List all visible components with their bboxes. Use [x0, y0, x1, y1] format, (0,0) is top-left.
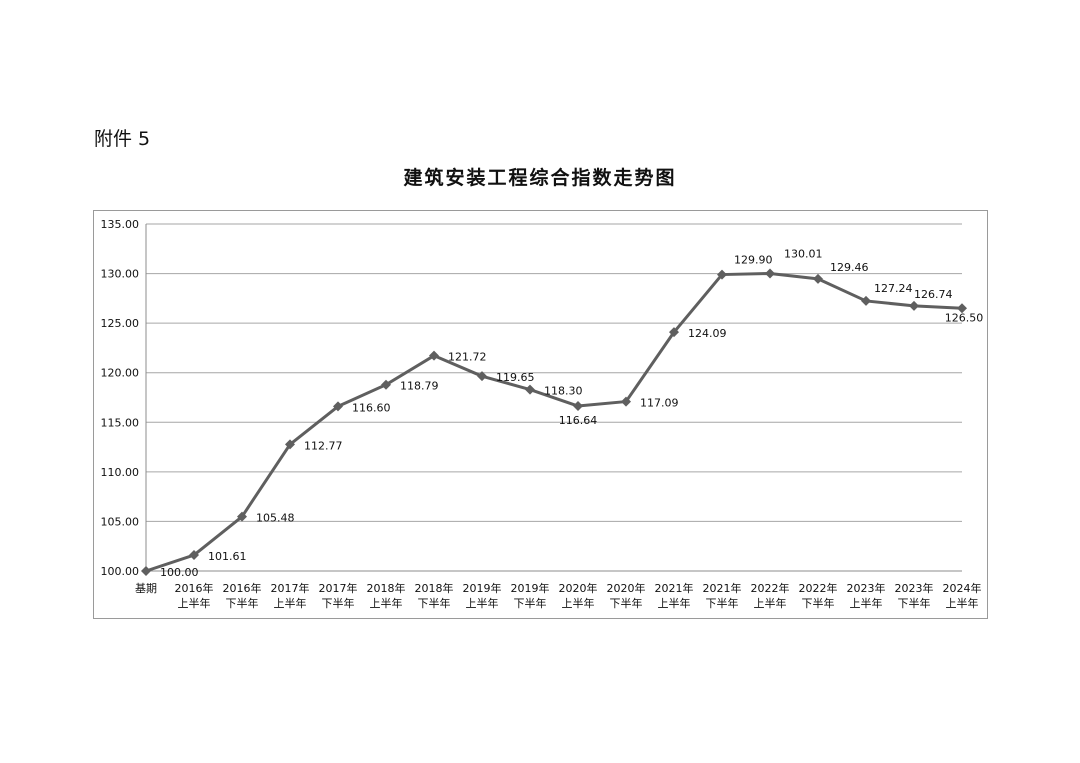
y-tick-label: 115.00 [101, 416, 140, 429]
x-tick-label: 2024年上半年 [943, 581, 982, 610]
data-point [189, 550, 199, 561]
data-point [957, 303, 967, 314]
data-point [141, 566, 151, 576]
x-tick-label: 2019年上半年 [463, 581, 502, 610]
x-tick-label: 2021年上半年 [655, 581, 694, 610]
grid-lines [146, 223, 962, 522]
data-label: 130.01 [784, 247, 823, 260]
y-tick-label: 135.00 [101, 218, 140, 231]
data-point [765, 268, 775, 279]
x-tick-label: 2021年下半年 [703, 581, 742, 610]
x-tick-labels: 基期 2016年上半年 2016年下半年 2017年上半年 2017年下半年 2018年上… [135, 581, 982, 610]
data-point [381, 379, 391, 390]
data-label: 100.00 [160, 566, 199, 579]
data-point [333, 401, 343, 412]
x-tick-label: 2023年下半年 [895, 581, 934, 610]
axes [145, 224, 962, 572]
x-tick-label: 2017年下半年 [319, 581, 358, 610]
x-tick-label: 2016年上半年 [175, 581, 214, 610]
data-label: 126.50 [945, 311, 984, 324]
data-label: 119.65 [496, 371, 535, 384]
data-label: 118.79 [400, 380, 439, 393]
y-tick-label: 105.00 [101, 515, 140, 528]
data-point [525, 384, 535, 395]
x-tick-label: 2022年上半年 [751, 581, 790, 610]
x-tick-label: 2016年下半年 [223, 581, 262, 610]
data-point [861, 295, 871, 306]
y-tick-label: 100.00 [101, 565, 140, 578]
x-tick-label: 2018年下半年 [415, 581, 454, 610]
attachment-label: 附件 5 [94, 128, 151, 150]
data-label: 101.61 [208, 550, 247, 563]
data-label: 116.64 [559, 414, 598, 427]
x-tick-label: 2022年下半年 [799, 581, 838, 610]
data-label: 129.46 [830, 261, 869, 274]
data-label: 105.48 [256, 512, 295, 525]
x-tick-label: 2023年上半年 [847, 581, 886, 610]
y-tick-label: 130.00 [101, 268, 140, 281]
data-point [573, 401, 583, 412]
data-label: 124.09 [688, 327, 727, 340]
series-line [145, 271, 963, 573]
data-label: 112.77 [304, 439, 343, 452]
data-label: 129.90 [734, 254, 773, 267]
data-point [669, 327, 679, 338]
data-point [909, 300, 919, 311]
data-markers [141, 268, 967, 576]
x-tick-label: 2018年上半年 [367, 581, 406, 610]
data-label: 126.74 [914, 288, 953, 301]
data-label: 117.09 [640, 397, 679, 410]
data-point [285, 439, 295, 450]
data-point [477, 371, 487, 382]
y-tick-labels: 100.00 105.00 110.00 115.00 120.00 125.00 130.… [101, 218, 140, 578]
x-tick-label: 2019年下半年 [511, 581, 550, 610]
chart-title: 建筑安装工程综合指数走势图 [403, 167, 677, 189]
data-label: 118.30 [544, 385, 583, 398]
data-point [621, 396, 631, 407]
data-label: 127.24 [874, 282, 913, 295]
data-label: 116.60 [352, 401, 391, 414]
data-point [717, 269, 727, 280]
y-tick-label: 125.00 [101, 317, 140, 330]
data-labels: 100.00 101.61 105.48 112.77 116.60 118.79 121.… [160, 247, 983, 579]
x-tick-label: 基期 [135, 582, 157, 595]
y-tick-label: 110.00 [101, 466, 140, 479]
y-tick-label: 120.00 [101, 367, 140, 380]
data-point [237, 511, 247, 522]
data-point [429, 350, 439, 361]
x-tick-label: 2020年上半年 [559, 581, 598, 610]
chart-frame [93, 210, 988, 619]
x-tick-label: 2020年下半年 [607, 581, 646, 610]
x-tick-label: 2017年上半年 [271, 581, 310, 610]
data-point [813, 273, 823, 284]
data-label: 121.72 [448, 351, 487, 364]
